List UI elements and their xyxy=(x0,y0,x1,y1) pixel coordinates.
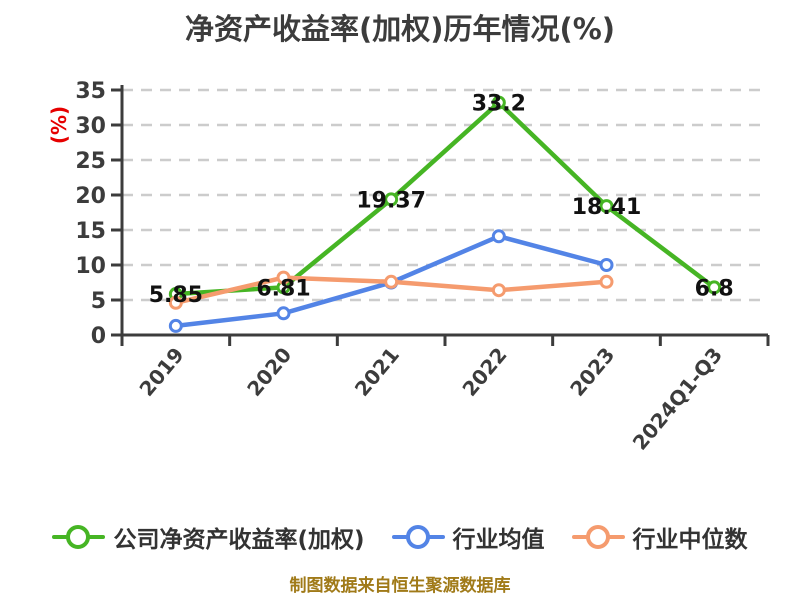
legend-item-industry-median: 行业中位数 xyxy=(571,520,748,554)
chart-title: 净资产收益率(加权)历年情况(%) xyxy=(184,12,616,46)
data-point-industry-mean xyxy=(491,229,506,244)
data-point-industry-median xyxy=(599,274,614,289)
legend-marker-industry-median-icon xyxy=(571,525,625,549)
x-tick-label: 2020 xyxy=(242,343,296,401)
data-labels: 5.85 6.81 19.37 33.2 18.41 6.8 xyxy=(149,92,734,308)
x-tick-label: 2024Q1-Q3 xyxy=(628,343,727,455)
y-tick-label: 35 xyxy=(75,79,106,104)
legend-marker-company-roe-icon xyxy=(52,525,106,549)
x-tick-label: 2021 xyxy=(350,343,404,401)
legend-marker-industry-mean-icon xyxy=(391,525,445,549)
y-tick-label: 20 xyxy=(75,184,106,209)
data-label-company-roe: 6.8 xyxy=(695,276,734,301)
data-point-industry-median xyxy=(384,274,399,289)
y-tick-label: 0 xyxy=(91,324,106,349)
data-point-industry-median xyxy=(491,283,506,298)
legend-label-company-roe: 公司净资产收益率(加权) xyxy=(113,527,365,553)
y-axis-unit-label: (%) xyxy=(47,106,71,144)
data-label-company-roe: 33.2 xyxy=(472,92,526,117)
data-label-company-roe: 6.81 xyxy=(256,276,310,301)
plot-area: 0 5 10 15 20 25 30 35 2019 2020 2021 2022 2023 2024Q1… xyxy=(75,79,770,455)
series-line-company-roe xyxy=(173,100,717,297)
legend-item-industry-mean: 行业均值 xyxy=(391,520,545,554)
data-label-company-roe: 18.41 xyxy=(572,195,642,220)
data-point-company-roe xyxy=(707,280,722,295)
chart-legend: 公司净资产收益率(加权) 行业均值 行业中位数 xyxy=(0,520,800,554)
data-point-company-roe xyxy=(384,192,399,207)
data-source-note: 制图数据来自恒生聚源数据库 xyxy=(289,576,511,596)
x-tick-label: 2022 xyxy=(457,343,511,401)
y-tick-label: 5 xyxy=(91,289,106,314)
y-tick-label: 25 xyxy=(75,149,106,174)
legend-label-industry-mean: 行业均值 xyxy=(452,527,545,553)
x-tick-label: 2023 xyxy=(565,343,619,401)
data-point-industry-mean xyxy=(276,306,291,321)
x-tick-label: 2019 xyxy=(134,343,188,401)
data-point-industry-median xyxy=(168,295,183,310)
y-tick-label: 10 xyxy=(75,254,106,279)
gridlines xyxy=(122,88,768,302)
y-tick-label: 15 xyxy=(75,219,106,244)
data-point-industry-mean xyxy=(168,318,183,333)
data-label-company-roe: 19.37 xyxy=(356,188,426,213)
data-point-industry-mean xyxy=(599,258,614,272)
legend-label-industry-median: 行业中位数 xyxy=(632,527,748,553)
y-tick-label: 30 xyxy=(75,114,106,139)
series-company-roe xyxy=(168,95,722,302)
axes: 0 5 10 15 20 25 30 35 2019 2020 2021 2022 2023 2024Q1… xyxy=(75,79,770,455)
data-point-industry-median xyxy=(276,270,291,285)
data-label-company-roe: 5.85 xyxy=(149,283,203,308)
data-point-company-roe xyxy=(599,199,614,214)
legend-item-company-roe: 公司净资产收益率(加权) xyxy=(52,520,365,554)
series-industry-median xyxy=(168,270,614,310)
data-point-company-roe xyxy=(491,95,506,110)
